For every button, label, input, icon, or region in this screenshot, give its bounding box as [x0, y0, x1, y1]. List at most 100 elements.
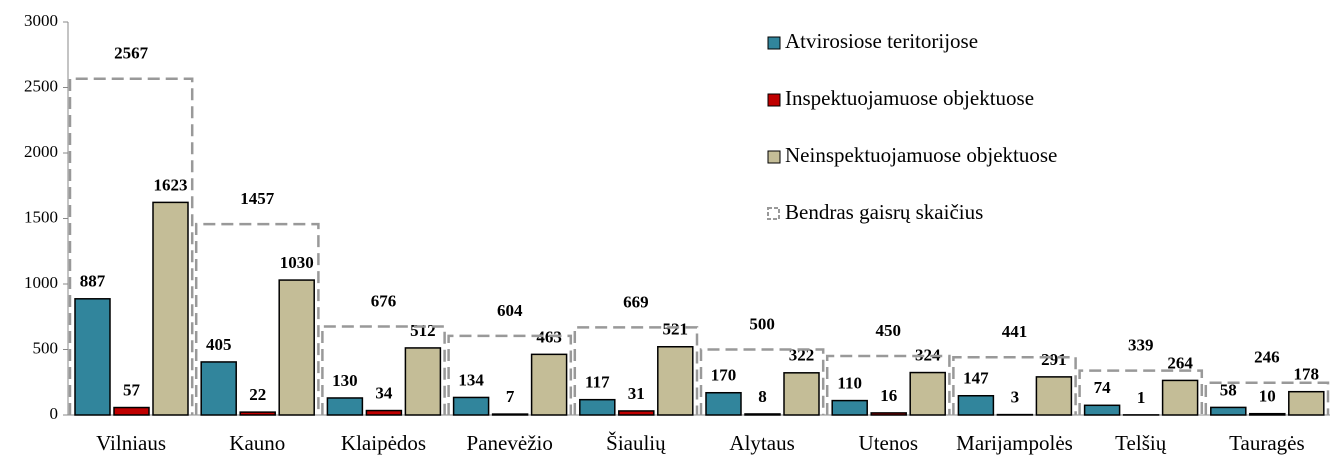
bar	[74, 298, 111, 416]
legend-label: Atvirosiose teritorijose	[785, 29, 978, 53]
bar	[657, 345, 694, 416]
value-label: 264	[1167, 353, 1193, 372]
legend-swatch	[767, 93, 781, 107]
value-label: 57	[123, 380, 141, 399]
value-label: 8	[758, 387, 767, 406]
bar	[530, 353, 568, 416]
value-label: 10	[1259, 387, 1276, 406]
x-tick-label: Vilniaus	[96, 431, 166, 455]
value-label: 34	[375, 383, 393, 402]
x-tick-label: Šiaulių	[606, 431, 666, 455]
value-label: 1	[1137, 388, 1146, 407]
value-label: 339	[1128, 335, 1154, 354]
y-tick-label: 1500	[24, 207, 58, 226]
y-tick-label: 0	[50, 404, 59, 423]
value-label: 441	[1002, 322, 1028, 341]
value-label: 450	[876, 321, 902, 340]
value-label: 3	[1011, 388, 1020, 407]
x-tick-label: Alytaus	[729, 431, 794, 455]
total-box	[321, 325, 446, 415]
bar	[452, 396, 490, 416]
bar	[239, 411, 276, 416]
value-label: 512	[410, 321, 436, 340]
bar	[705, 391, 742, 416]
x-tick-label: Kauno	[229, 431, 285, 455]
y-tick-label: 500	[33, 338, 59, 357]
total-box	[699, 348, 825, 415]
bar	[152, 201, 189, 416]
value-label: 246	[1254, 348, 1280, 367]
total-box	[952, 355, 1077, 415]
x-tick-label: Klaipėdos	[341, 431, 426, 455]
bar	[1210, 406, 1247, 416]
bar	[1161, 379, 1199, 416]
x-tick-label: Telšių	[1115, 431, 1167, 455]
bar	[404, 347, 442, 416]
value-label: 291	[1041, 350, 1067, 369]
bar	[579, 398, 616, 416]
value-label: 521	[663, 320, 689, 339]
bar	[200, 361, 237, 416]
bar	[278, 279, 315, 416]
bar	[909, 371, 946, 416]
legend-swatch	[767, 150, 781, 164]
legend-label: Bendras gaisrų skaičius	[785, 200, 983, 224]
x-tick-label: Tauragės	[1229, 431, 1305, 455]
x-tick-label: Panevėžio	[467, 431, 553, 455]
value-label: 405	[206, 335, 232, 354]
x-tick-label: Utenos	[859, 431, 919, 455]
bar	[113, 406, 150, 416]
bar	[491, 413, 529, 416]
value-label: 1623	[154, 175, 188, 194]
bar	[326, 397, 364, 416]
value-label: 676	[371, 291, 397, 310]
value-label: 1030	[280, 253, 314, 272]
y-tick-label: 3000	[24, 11, 58, 30]
value-label: 7	[506, 387, 515, 406]
bar	[1249, 412, 1286, 416]
bar	[1083, 404, 1121, 416]
y-tick-label: 2000	[24, 142, 58, 161]
value-label: 500	[749, 314, 775, 333]
value-label: 58	[1220, 380, 1237, 399]
x-tick-label: Marijampolės	[956, 431, 1073, 455]
y-tick-label: 2500	[24, 76, 58, 95]
value-label: 887	[80, 272, 106, 291]
value-label: 110	[837, 373, 862, 392]
bar	[1288, 390, 1325, 416]
total-box	[1078, 369, 1204, 415]
legend-swatch	[767, 207, 780, 220]
total-box	[194, 222, 320, 415]
bar	[618, 410, 655, 416]
value-label: 117	[585, 373, 610, 392]
value-label: 1457	[240, 189, 275, 208]
total-box	[1204, 381, 1330, 415]
total-box	[447, 334, 573, 415]
total-box	[68, 77, 194, 415]
value-label: 604	[497, 301, 523, 320]
bar	[831, 399, 868, 416]
value-label: 324	[915, 345, 941, 364]
value-label: 16	[880, 386, 897, 405]
bar	[744, 413, 781, 416]
legend-label: Neinspektuojamuose objektuose	[785, 143, 1057, 167]
value-label: 178	[1294, 365, 1320, 384]
value-label: 74	[1094, 378, 1112, 397]
value-label: 147	[963, 369, 989, 388]
value-label: 463	[536, 327, 562, 346]
value-label: 2567	[114, 44, 149, 63]
bar	[957, 394, 995, 416]
legend-swatch	[767, 36, 781, 50]
total-box	[825, 354, 951, 415]
total-box	[573, 326, 699, 415]
bar	[783, 372, 820, 416]
value-label: 130	[332, 371, 358, 390]
legend-label: Inspektuojamuose objektuose	[785, 86, 1034, 110]
bar	[1035, 376, 1073, 416]
bar	[365, 409, 403, 416]
value-label: 31	[628, 384, 645, 403]
y-tick-label: 1000	[24, 273, 58, 292]
value-label: 170	[711, 366, 737, 385]
value-label: 134	[458, 370, 484, 389]
